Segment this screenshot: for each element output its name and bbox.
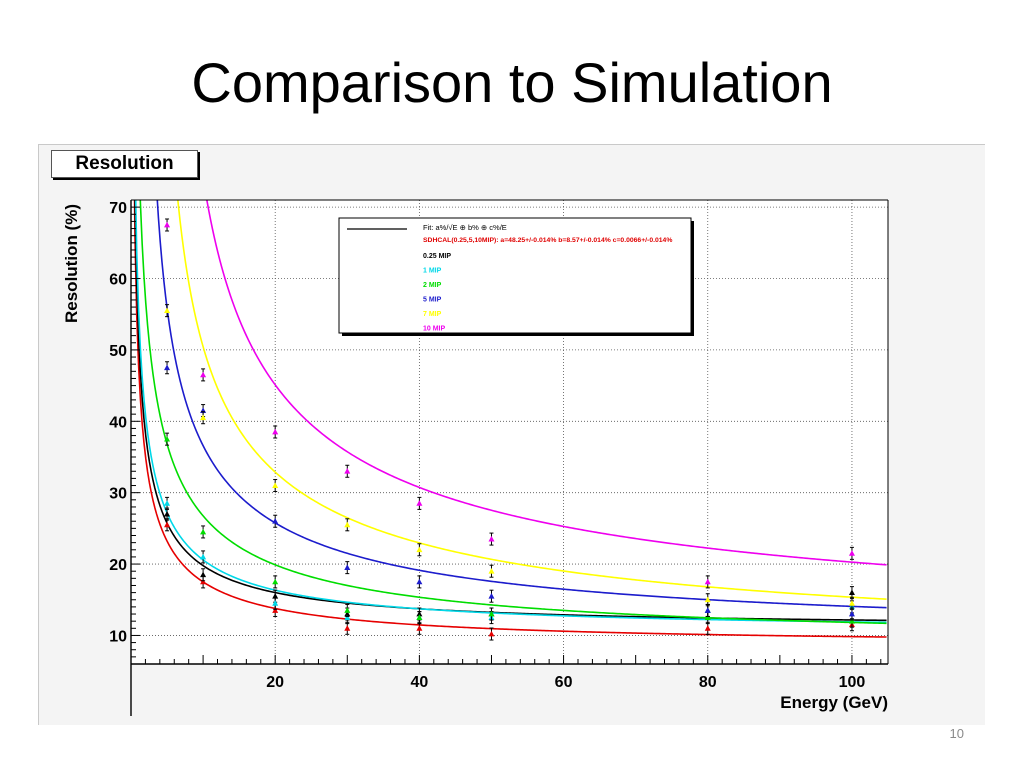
data-point — [200, 528, 207, 535]
legend-entry: 0.25 MIP — [423, 253, 451, 260]
data-point — [488, 592, 495, 599]
x-tick-label: 60 — [555, 674, 573, 691]
x-tick-label: 20 — [266, 674, 284, 691]
data-point — [848, 617, 855, 624]
data-point — [704, 578, 711, 585]
data-point — [416, 614, 423, 620]
data-point — [164, 221, 171, 228]
x-tick-label: 100 — [839, 674, 866, 691]
data-point — [344, 607, 351, 613]
legend-box — [338, 217, 692, 334]
data-point — [488, 630, 495, 637]
legend-entry: 10 MIP — [423, 326, 446, 333]
data-point — [200, 553, 207, 560]
y-tick-label: 10 — [109, 628, 127, 645]
x-tick-label: 80 — [699, 674, 717, 691]
legend-fit-formula: Fit: a%/√E ⊕ b% ⊕ c%/E — [423, 223, 507, 232]
y-tick-label: 40 — [109, 414, 127, 431]
y-tick-label: 30 — [109, 486, 127, 503]
canvas-title-box: Resolution — [51, 150, 198, 178]
legend-entry: 5 MIP — [423, 297, 442, 304]
data-point — [344, 614, 351, 620]
data-point — [416, 500, 423, 506]
fit-curve — [206, 200, 887, 566]
data-point — [488, 568, 495, 574]
data-point — [344, 625, 351, 631]
y-axis-label: Resolution (%) — [62, 204, 81, 323]
data-point — [848, 589, 855, 596]
fit-curve — [156, 200, 887, 609]
data-point — [164, 521, 171, 528]
data-point — [200, 414, 207, 421]
fit-curve — [133, 200, 887, 638]
fit-curve — [139, 200, 887, 625]
x-axis-label: Energy (GeV) — [780, 693, 888, 712]
data-point — [416, 546, 423, 553]
data-point — [272, 578, 279, 585]
data-point — [344, 468, 351, 474]
data-point — [704, 625, 711, 631]
legend-fit-result: SDHCAL(0.25,5,10MIP): a=48.25+/-0.014% b… — [423, 237, 672, 244]
data-point — [200, 371, 207, 378]
data-point — [848, 550, 855, 556]
y-tick-label: 50 — [109, 343, 127, 360]
data-point — [272, 607, 279, 613]
data-point — [164, 500, 171, 506]
x-tick-label: 40 — [410, 674, 428, 691]
data-point — [704, 596, 711, 603]
data-point — [848, 610, 855, 617]
y-tick-label: 60 — [109, 272, 127, 289]
data-point — [164, 510, 171, 517]
data-point — [848, 600, 855, 606]
data-point — [416, 625, 423, 631]
y-tick-label: 20 — [109, 557, 127, 574]
data-point — [488, 535, 495, 542]
data-point — [200, 571, 207, 578]
data-point — [164, 307, 171, 314]
fit-curve — [177, 200, 887, 600]
fit-curve — [134, 200, 887, 624]
data-point — [272, 518, 279, 524]
data-point — [416, 578, 423, 585]
data-point — [272, 482, 279, 488]
data-point — [344, 521, 351, 528]
data-point — [344, 564, 351, 571]
data-point — [488, 610, 495, 617]
y-tick-label: 70 — [109, 200, 127, 217]
legend-entry: 1 MIP — [423, 268, 442, 275]
data-point — [200, 578, 207, 585]
data-point — [704, 607, 711, 613]
legend-entry: 2 MIP — [423, 282, 442, 289]
data-point — [704, 614, 711, 620]
legend-entry: 7 MIP — [423, 311, 442, 318]
data-point — [164, 435, 171, 442]
page-number: 10 — [949, 726, 964, 741]
data-point — [272, 600, 279, 606]
data-point — [272, 428, 279, 435]
data-point — [164, 364, 171, 371]
slide-title: Comparison to Simulation — [191, 51, 833, 114]
